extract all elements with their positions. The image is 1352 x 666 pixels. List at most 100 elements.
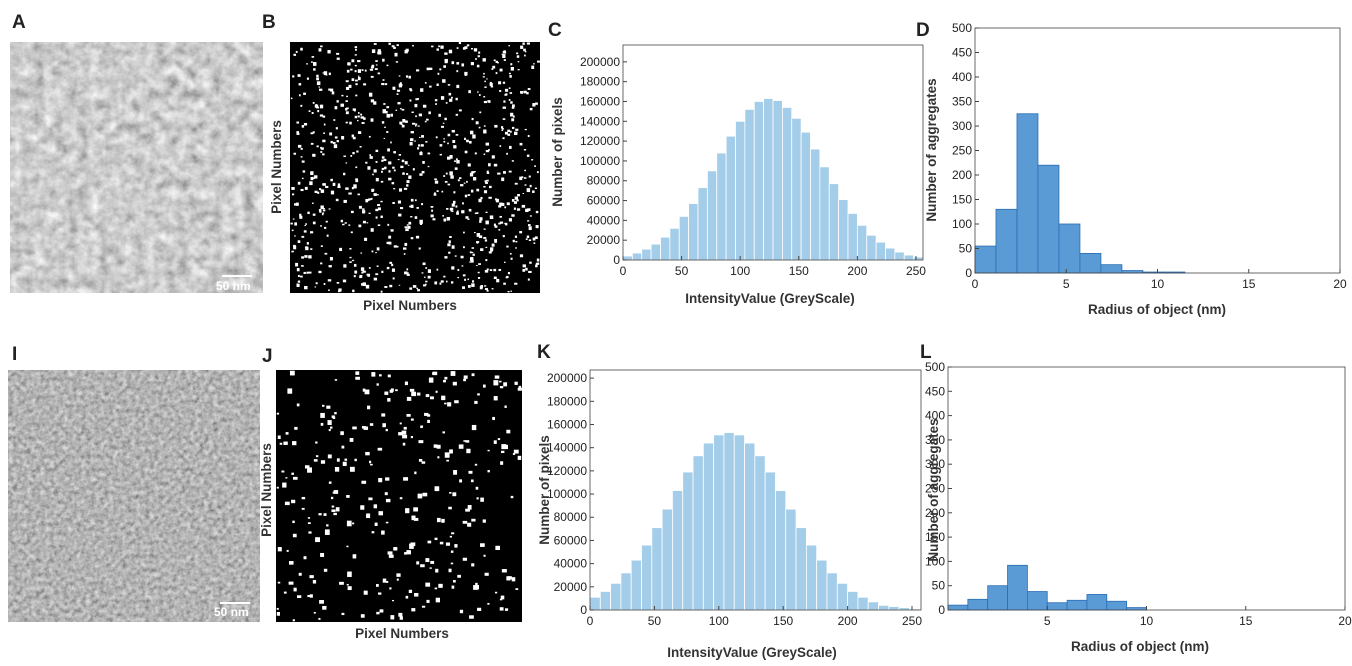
- particle: [517, 61, 520, 63]
- particle: [363, 117, 366, 120]
- particle: [320, 245, 323, 247]
- particle: [386, 266, 390, 270]
- particle: [324, 226, 327, 229]
- particle: [495, 545, 501, 551]
- bar: [764, 471, 776, 611]
- particle: [305, 246, 309, 251]
- y-tick-label: 200000: [547, 371, 587, 385]
- particle: [420, 425, 424, 428]
- particle: [384, 391, 389, 395]
- particle: [294, 222, 298, 226]
- particle: [322, 139, 326, 143]
- particle: [503, 261, 506, 263]
- particle: [535, 264, 538, 268]
- particle: [523, 90, 527, 94]
- particle: [469, 615, 474, 619]
- particle: [366, 513, 371, 519]
- particle: [305, 223, 307, 225]
- particle: [451, 532, 455, 535]
- particle: [448, 506, 452, 510]
- particle: [354, 115, 358, 119]
- particle: [458, 42, 462, 45]
- particle: [293, 245, 297, 250]
- particle: [414, 140, 416, 142]
- particle: [529, 261, 532, 264]
- particle: [492, 65, 496, 69]
- particle: [455, 97, 458, 101]
- particle: [449, 154, 453, 159]
- particle: [435, 103, 437, 105]
- particle: [300, 156, 303, 158]
- particle: [476, 241, 480, 243]
- particle: [508, 170, 512, 173]
- particle: [381, 170, 383, 173]
- x-axis-label: Radius of object (nm): [1088, 302, 1226, 317]
- particle: [517, 68, 520, 71]
- x-tick-label: 50: [648, 614, 662, 628]
- particle: [313, 459, 318, 462]
- particle: [473, 585, 478, 590]
- particle: [277, 581, 281, 584]
- particle: [344, 458, 348, 461]
- micrograph: [10, 42, 263, 293]
- particle: [385, 477, 390, 481]
- particle: [408, 177, 411, 179]
- particle: [447, 142, 449, 145]
- particle: [429, 85, 432, 88]
- particle: [408, 175, 412, 179]
- particle: [465, 440, 470, 443]
- particle: [451, 61, 455, 65]
- particle: [317, 191, 320, 194]
- particle: [312, 101, 315, 104]
- particle: [449, 236, 452, 238]
- particle: [514, 131, 518, 136]
- particle: [285, 477, 288, 479]
- particle: [465, 216, 469, 219]
- particle: [458, 177, 462, 180]
- particle: [323, 606, 327, 608]
- bar: [651, 527, 663, 611]
- particle: [472, 176, 477, 181]
- y-tick-label: 150: [952, 193, 972, 207]
- binary-image: [290, 42, 540, 293]
- particle: [309, 271, 312, 274]
- particle: [385, 111, 388, 114]
- particle: [416, 206, 419, 209]
- particle: [466, 139, 469, 143]
- y-axis-label: Pixel Numbers: [259, 443, 274, 537]
- particle: [522, 193, 525, 195]
- particle: [276, 607, 279, 610]
- particle: [355, 178, 358, 181]
- particle: [375, 193, 377, 196]
- particle: [427, 152, 431, 155]
- particle: [349, 248, 352, 250]
- chart: L 0 50 100 150 200 250 300 350 400 450 500 5 10 15 20 Ra…: [920, 342, 1352, 654]
- particle: [393, 188, 396, 190]
- particle: [304, 255, 308, 258]
- particle: [476, 497, 479, 500]
- particle: [368, 92, 373, 97]
- particle: [383, 103, 386, 105]
- particle: [504, 206, 507, 209]
- particle: [471, 479, 474, 483]
- particle: [476, 64, 480, 68]
- particle: [346, 69, 350, 73]
- particle: [443, 218, 447, 222]
- particle: [339, 581, 344, 585]
- particle: [384, 126, 386, 129]
- particle: [311, 202, 314, 204]
- y-tick-label: 20000: [587, 233, 621, 247]
- particle: [310, 61, 313, 63]
- particle: [470, 62, 474, 66]
- particle: [331, 505, 335, 508]
- particle: [509, 92, 513, 94]
- particle: [391, 182, 395, 185]
- particle: [378, 511, 384, 516]
- particle: [288, 561, 294, 565]
- particle: [325, 220, 328, 223]
- particle: [296, 283, 300, 288]
- x-tick-label: 20: [1338, 614, 1352, 628]
- particle: [304, 225, 307, 227]
- particle: [511, 160, 514, 162]
- particle: [515, 128, 519, 131]
